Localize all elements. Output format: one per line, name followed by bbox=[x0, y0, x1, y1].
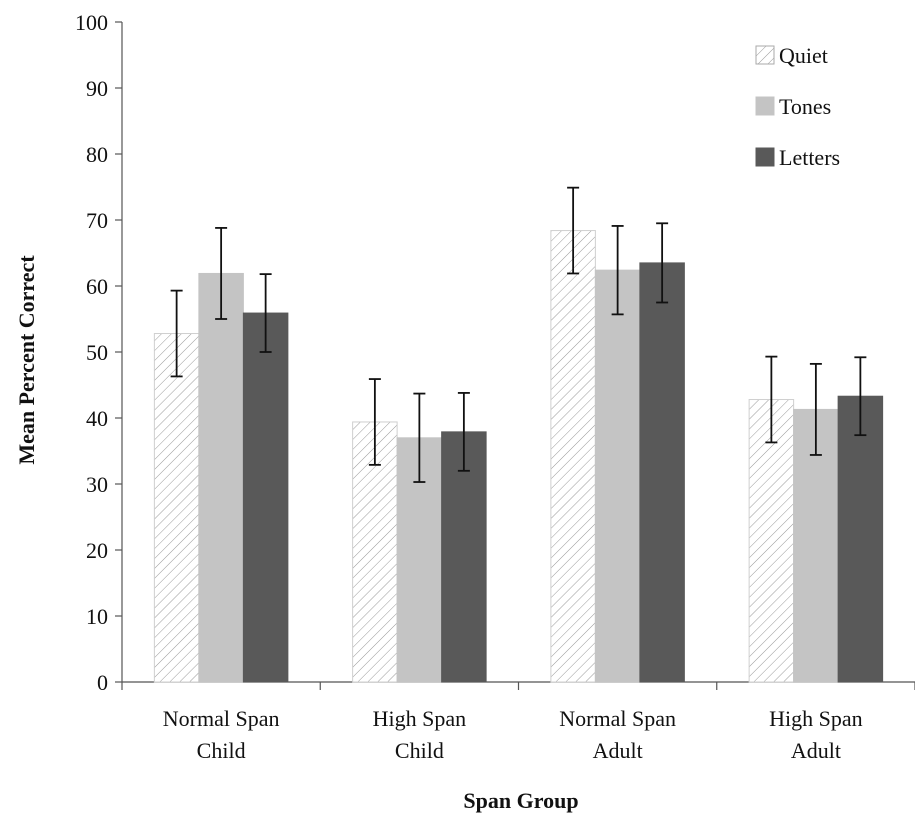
y-tick-label: 10 bbox=[86, 604, 108, 629]
legend-label-tones: Tones bbox=[779, 94, 831, 119]
y-tick-label: 50 bbox=[86, 340, 108, 365]
legend-swatch-letters bbox=[755, 147, 775, 167]
bar-tones bbox=[198, 272, 244, 683]
legend-label-letters: Letters bbox=[779, 145, 840, 170]
y-tick-label: 0 bbox=[97, 670, 108, 695]
y-tick-label: 40 bbox=[86, 406, 108, 431]
bar-letters bbox=[242, 312, 289, 683]
bar-letters bbox=[441, 431, 487, 683]
x-tick-label: Child bbox=[197, 738, 246, 763]
legend-label-quiet: Quiet bbox=[779, 43, 828, 68]
bar-tones bbox=[594, 269, 641, 683]
x-tick-label: High Span bbox=[373, 706, 467, 731]
error-bars bbox=[170, 186, 867, 483]
bar-letters bbox=[837, 395, 884, 683]
bar-quiet bbox=[550, 230, 596, 683]
legend-swatch-quiet bbox=[755, 45, 775, 65]
axes: 0 10 20 30 40 50 60 70 80 90 100 Normal Span Child Hi… bbox=[75, 10, 915, 763]
x-axis-title: Span Group bbox=[463, 788, 578, 813]
x-tick-label: Adult bbox=[593, 738, 643, 763]
bar-quiet bbox=[748, 399, 795, 683]
x-tick-label: High Span bbox=[769, 706, 863, 731]
y-tick-label: 60 bbox=[86, 274, 108, 299]
y-tick-label: 80 bbox=[86, 142, 108, 167]
legend-swatch-tones bbox=[755, 96, 775, 116]
y-tick-label: 90 bbox=[86, 76, 108, 101]
bar-quiet bbox=[153, 333, 200, 683]
bar-letters bbox=[639, 262, 685, 683]
y-tick-label: 70 bbox=[86, 208, 108, 233]
bars bbox=[153, 230, 884, 683]
y-tick-label: 100 bbox=[75, 10, 108, 35]
y-axis-title: Mean Percent Correct bbox=[14, 255, 39, 465]
legend: Quiet Tones Letters bbox=[755, 43, 840, 170]
x-tick-label: Normal Span bbox=[559, 706, 676, 731]
x-tick-label: Normal Span bbox=[163, 706, 280, 731]
y-tick-label: 30 bbox=[86, 472, 108, 497]
y-tick-label: 20 bbox=[86, 538, 108, 563]
x-tick-label: Adult bbox=[791, 738, 841, 763]
x-tick-label: Child bbox=[395, 738, 444, 763]
